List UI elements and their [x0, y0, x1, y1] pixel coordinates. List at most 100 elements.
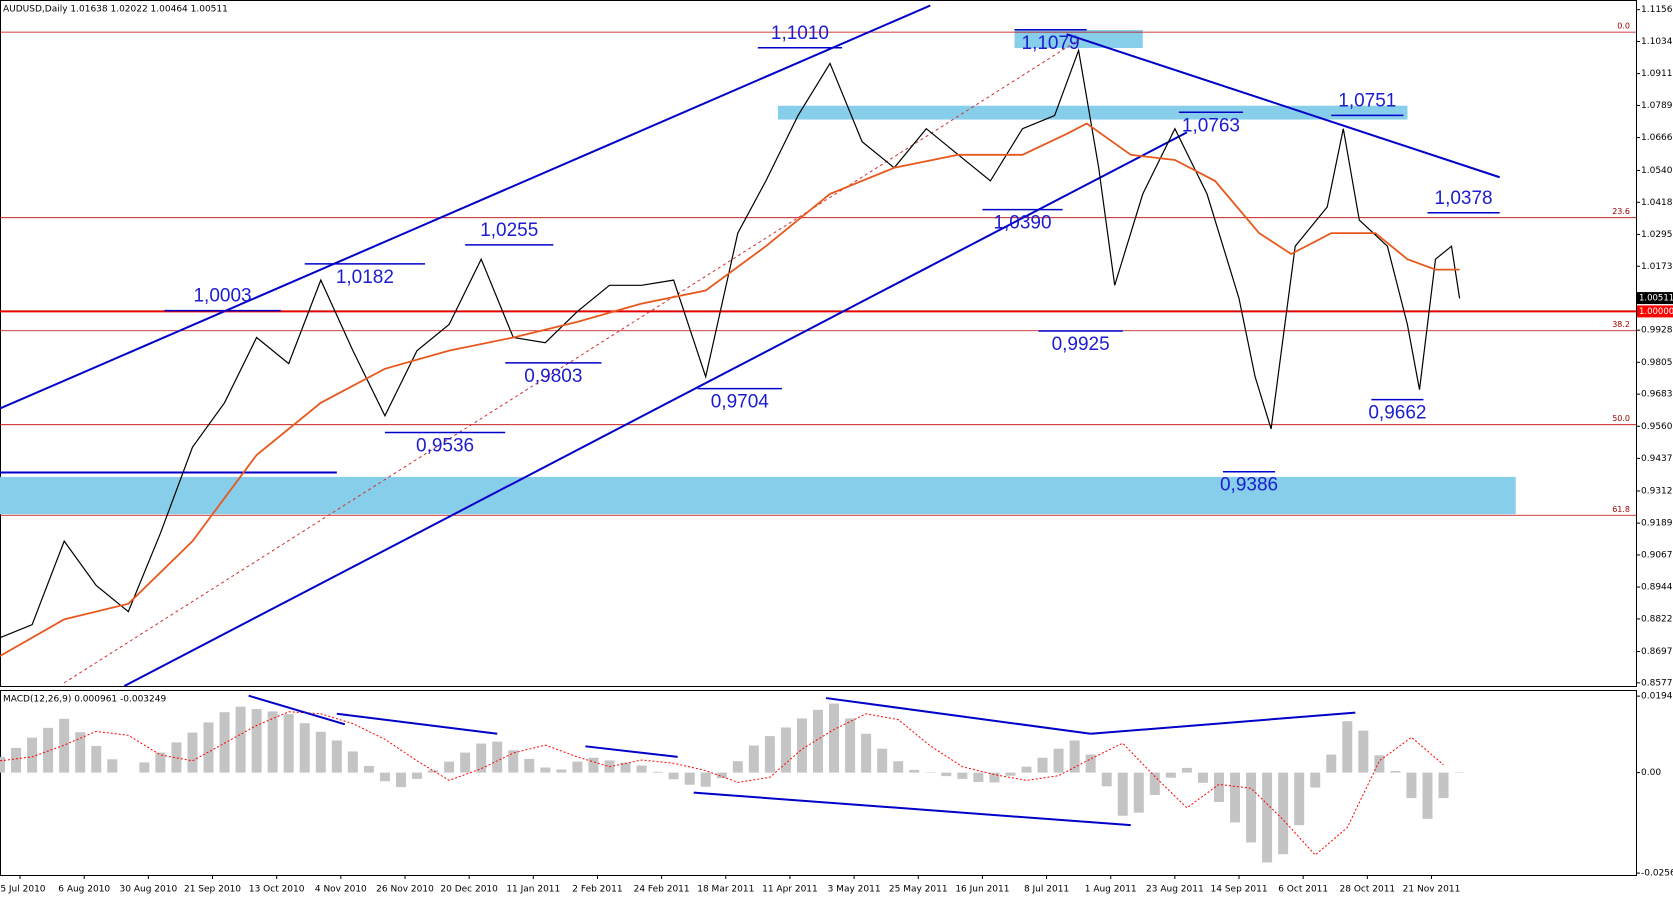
x-tick-label: 11 Jan 2011 — [506, 885, 560, 895]
x-tick-label: 21 Sep 2010 — [184, 885, 241, 895]
macd-bar — [829, 703, 840, 773]
x-tick-label: 26 Nov 2010 — [376, 885, 434, 895]
y-tick-label: 1.11560 — [1641, 5, 1673, 15]
x-tick-label: 18 Mar 2011 — [697, 885, 754, 895]
macd-bar — [59, 718, 70, 773]
level-label: 0,9386 — [1220, 475, 1278, 496]
macd-bar — [235, 706, 246, 773]
x-tick-label: 23 Aug 2011 — [1146, 885, 1204, 895]
y-tick-label: 1.07890 — [1641, 101, 1673, 111]
macd-bar — [845, 718, 856, 773]
macd-bar — [524, 758, 535, 773]
macd-bar — [636, 765, 647, 773]
macd-bar — [877, 748, 888, 773]
macd-bar — [732, 761, 743, 773]
macd-bar — [668, 772, 679, 780]
macd-bar — [155, 752, 166, 773]
macd-bar — [684, 772, 695, 785]
macd-bar — [909, 769, 920, 773]
macd-bar — [893, 761, 904, 773]
macd-bar — [1438, 772, 1449, 799]
trend-line — [825, 697, 1091, 735]
trend-line — [1090, 711, 1356, 735]
macd-bar — [251, 709, 262, 773]
trend-line — [248, 694, 346, 726]
macd-bar — [1326, 754, 1337, 773]
chart-title: AUDUSD,Daily 1.01638 1.02022 1.00464 1.0… — [3, 5, 228, 15]
trend-line — [585, 745, 678, 758]
macd-bar — [1230, 772, 1241, 823]
level-label: 1,1079 — [1022, 33, 1080, 54]
y-tick-label: 1.09110 — [1641, 69, 1673, 79]
price-box-label: 1.00511 — [1639, 294, 1673, 304]
macd-bar — [1342, 721, 1353, 773]
macd-bar — [1181, 767, 1192, 773]
zone — [777, 105, 1408, 120]
macd-bar — [556, 769, 567, 773]
zone — [0, 476, 1516, 515]
fib-label: 0.0 — [1617, 22, 1630, 31]
macd-bar — [1278, 772, 1289, 855]
x-tick-label: 13 Oct 2010 — [249, 885, 305, 895]
level-label: 1,0763 — [1182, 115, 1240, 136]
macd-bar — [588, 757, 599, 773]
price-line-series — [0, 122, 1460, 657]
macd-bar — [700, 772, 711, 787]
macd-bar — [379, 772, 390, 782]
macd-bar — [476, 743, 487, 773]
level-label: 0,9662 — [1368, 403, 1426, 424]
y-tick-label: 1.06660 — [1641, 133, 1673, 143]
trend-line — [693, 791, 1131, 827]
level-label: 1,0182 — [336, 267, 394, 288]
macd-bar — [1390, 771, 1401, 773]
macd-bar — [492, 741, 503, 773]
macd-bar — [187, 732, 198, 773]
macd-bar — [1262, 772, 1273, 863]
x-tick-label: 25 May 2011 — [889, 885, 948, 895]
macd-bar — [91, 745, 102, 773]
macd-bar — [1406, 772, 1417, 799]
y-tick-label: 1.10340 — [1641, 37, 1673, 47]
macd-bar — [1213, 772, 1224, 803]
macd-bar — [107, 759, 118, 773]
macd-bar — [1133, 772, 1144, 813]
macd-bar — [395, 772, 406, 788]
trend-line — [123, 131, 1188, 687]
macd-bar — [171, 742, 182, 773]
macd-bar — [508, 750, 519, 773]
x-tick-label: 3 May 2011 — [828, 885, 881, 895]
macd-bar — [43, 727, 54, 773]
macd-bar — [748, 745, 759, 773]
x-tick-label: 30 Aug 2010 — [120, 885, 178, 895]
macd-bar — [1149, 772, 1160, 795]
main-pane — [0, 0, 1637, 687]
x-tick-label: 16 Jun 2011 — [955, 885, 1009, 895]
x-tick-label: 4 Nov 2010 — [315, 885, 367, 895]
macd-bar — [1085, 754, 1096, 773]
trend-line — [1066, 33, 1500, 179]
macd-bar — [267, 711, 278, 773]
trend-line — [336, 712, 498, 735]
macd-bar — [203, 722, 214, 773]
macd-bar — [572, 761, 583, 773]
macd-bar — [412, 772, 423, 779]
fib-label: 61.8 — [1612, 505, 1630, 514]
macd-bar — [11, 747, 22, 773]
level-label: 1,0390 — [993, 213, 1051, 234]
x-tick-label: 20 Dec 2010 — [440, 885, 498, 895]
macd-bar — [460, 752, 471, 773]
macd-bar — [139, 762, 150, 773]
macd-bar — [1358, 730, 1369, 773]
macd-bar — [428, 770, 439, 773]
x-tick-label: 15 Jul 2010 — [0, 885, 46, 895]
level-label: 1,0255 — [480, 220, 538, 241]
